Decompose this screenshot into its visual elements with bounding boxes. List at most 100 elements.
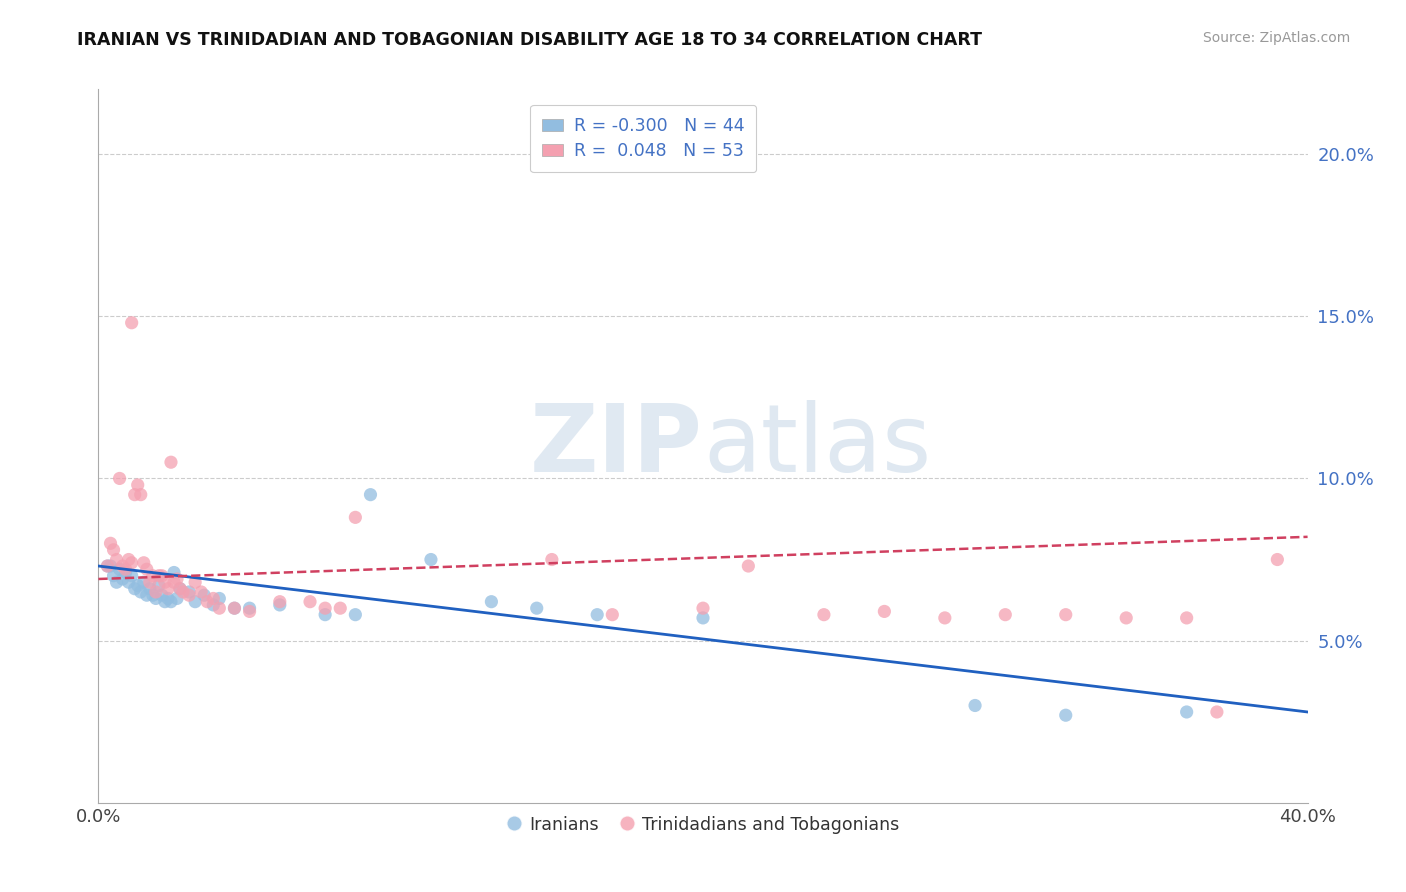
Point <box>114 566 136 580</box>
Point <box>1175 611 1198 625</box>
Point <box>132 575 155 590</box>
Point <box>360 488 382 502</box>
Point <box>142 588 165 602</box>
Point <box>121 568 143 582</box>
Point <box>179 588 201 602</box>
Point <box>160 455 183 469</box>
Point <box>121 316 143 330</box>
Point <box>121 556 143 570</box>
Point <box>163 566 186 580</box>
Point <box>156 591 179 606</box>
Point <box>139 582 162 596</box>
Point <box>148 568 170 582</box>
Point <box>224 601 246 615</box>
Point <box>202 591 225 606</box>
Point <box>873 604 896 618</box>
Point <box>111 559 134 574</box>
Point <box>314 601 336 615</box>
Point <box>1054 708 1077 723</box>
Point <box>1206 705 1229 719</box>
Point <box>135 588 157 602</box>
Point <box>166 591 188 606</box>
Text: Source: ZipAtlas.com: Source: ZipAtlas.com <box>1202 31 1350 45</box>
Point <box>208 601 231 615</box>
Point <box>166 572 188 586</box>
Point <box>1175 705 1198 719</box>
Point <box>1267 552 1289 566</box>
Point <box>160 595 183 609</box>
Point <box>118 552 141 566</box>
Point <box>163 575 186 590</box>
Point <box>239 601 262 615</box>
Point <box>314 607 336 622</box>
Point <box>239 604 262 618</box>
Point <box>105 552 128 566</box>
Point <box>934 611 956 625</box>
Point <box>602 607 624 622</box>
Point <box>179 585 201 599</box>
Point <box>132 556 155 570</box>
Point <box>153 575 176 590</box>
Point <box>103 542 125 557</box>
Text: ZIP: ZIP <box>530 400 703 492</box>
Point <box>100 559 122 574</box>
Point <box>329 601 352 615</box>
Point <box>692 611 714 625</box>
Point <box>344 510 367 524</box>
Point <box>540 552 562 566</box>
Point <box>124 488 146 502</box>
Legend: Iranians, Trinidadians and Tobagonians: Iranians, Trinidadians and Tobagonians <box>499 809 907 840</box>
Text: IRANIAN VS TRINIDADIAN AND TOBAGONIAN DISABILITY AGE 18 TO 34 CORRELATION CHART: IRANIAN VS TRINIDADIAN AND TOBAGONIAN DI… <box>77 31 983 49</box>
Point <box>193 588 215 602</box>
Point <box>129 585 152 599</box>
Point <box>169 582 191 596</box>
Point <box>190 585 212 599</box>
Point <box>344 607 367 622</box>
Point <box>994 607 1017 622</box>
Point <box>526 601 548 615</box>
Point <box>965 698 987 713</box>
Point <box>813 607 835 622</box>
Point <box>129 488 152 502</box>
Point <box>195 595 218 609</box>
Point <box>202 598 225 612</box>
Point <box>184 575 207 590</box>
Point <box>269 595 291 609</box>
Point <box>299 595 322 609</box>
Point <box>108 471 131 485</box>
Point <box>103 568 125 582</box>
Point <box>127 478 149 492</box>
Point <box>118 575 141 590</box>
Point <box>148 578 170 592</box>
Point <box>105 575 128 590</box>
Point <box>156 582 179 596</box>
Point <box>150 568 173 582</box>
Point <box>135 562 157 576</box>
Point <box>169 582 191 596</box>
Point <box>142 568 165 582</box>
Point <box>96 559 118 574</box>
Point <box>114 562 136 576</box>
Point <box>139 575 162 590</box>
Point <box>150 588 173 602</box>
Point <box>1115 611 1137 625</box>
Point <box>208 591 231 606</box>
Point <box>269 598 291 612</box>
Point <box>420 552 443 566</box>
Point <box>145 585 167 599</box>
Point <box>184 595 207 609</box>
Point <box>224 601 246 615</box>
Point <box>108 562 131 576</box>
Point <box>1054 607 1077 622</box>
Point <box>124 582 146 596</box>
Point <box>111 572 134 586</box>
Point <box>692 601 714 615</box>
Point <box>737 559 759 574</box>
Point <box>481 595 503 609</box>
Text: atlas: atlas <box>703 400 931 492</box>
Point <box>100 536 122 550</box>
Point <box>127 578 149 592</box>
Point <box>586 607 609 622</box>
Point <box>172 585 194 599</box>
Point <box>96 559 118 574</box>
